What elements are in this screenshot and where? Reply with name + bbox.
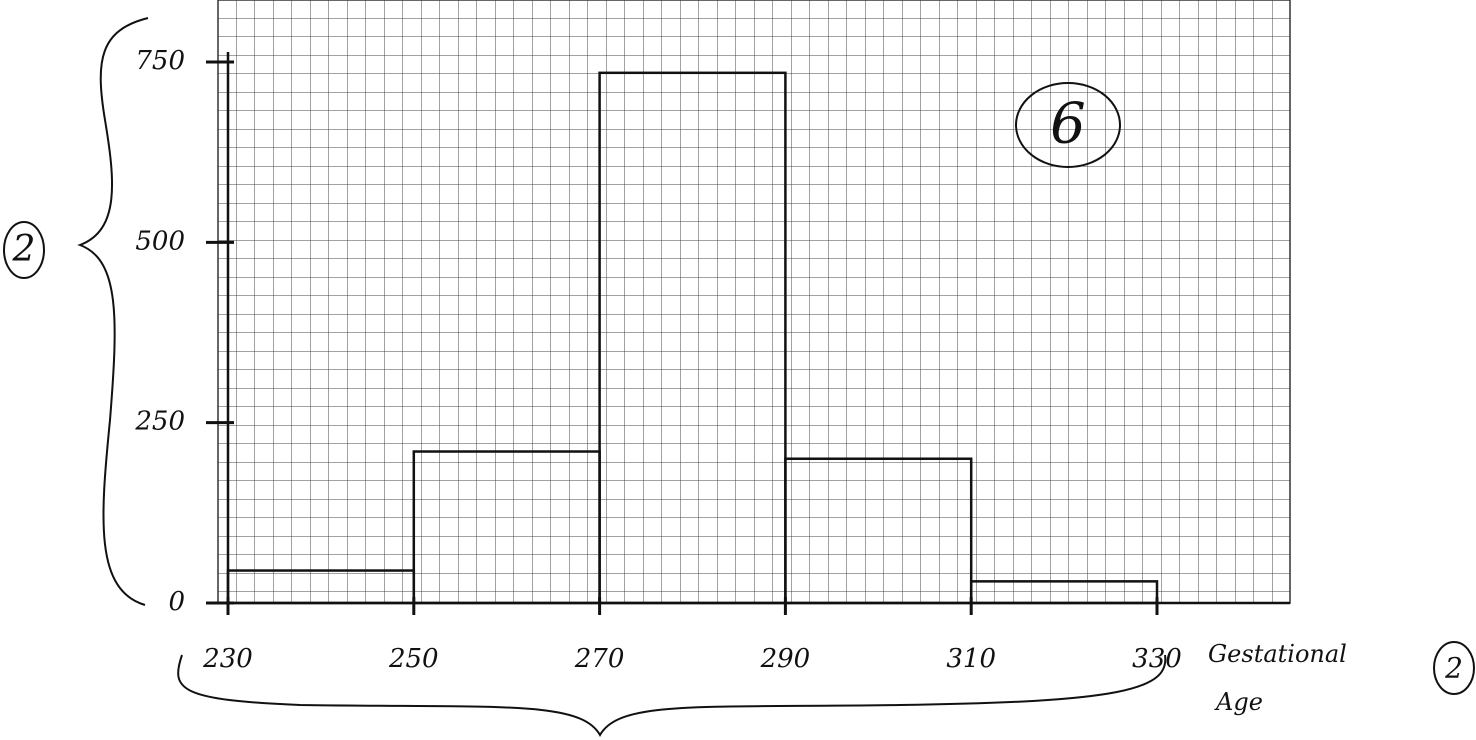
x-tick-label: 230 [202, 644, 253, 674]
brace [80, 18, 148, 605]
x-tick-label: 310 [946, 644, 996, 674]
x-tick-label: 330 [1132, 644, 1182, 674]
y-tick-label: 750 [135, 46, 185, 76]
annotation: 6 [1050, 92, 1086, 157]
x-tick-label: 250 [388, 644, 439, 674]
y-tick-label: 0 [168, 587, 185, 617]
y-tick-label: 500 [135, 226, 185, 256]
annotation: 2 [12, 229, 36, 270]
y-tick-label: 250 [134, 407, 185, 437]
annotation: 2 [1444, 652, 1463, 685]
brace [178, 655, 1165, 735]
graph-paper [218, 0, 1290, 603]
x-tick-label: 290 [760, 644, 811, 674]
x-tick-label: 270 [574, 644, 625, 674]
chart: 6 2 2 GestationalAge 0 250 500 750 230 250 270… [0, 0, 1476, 740]
